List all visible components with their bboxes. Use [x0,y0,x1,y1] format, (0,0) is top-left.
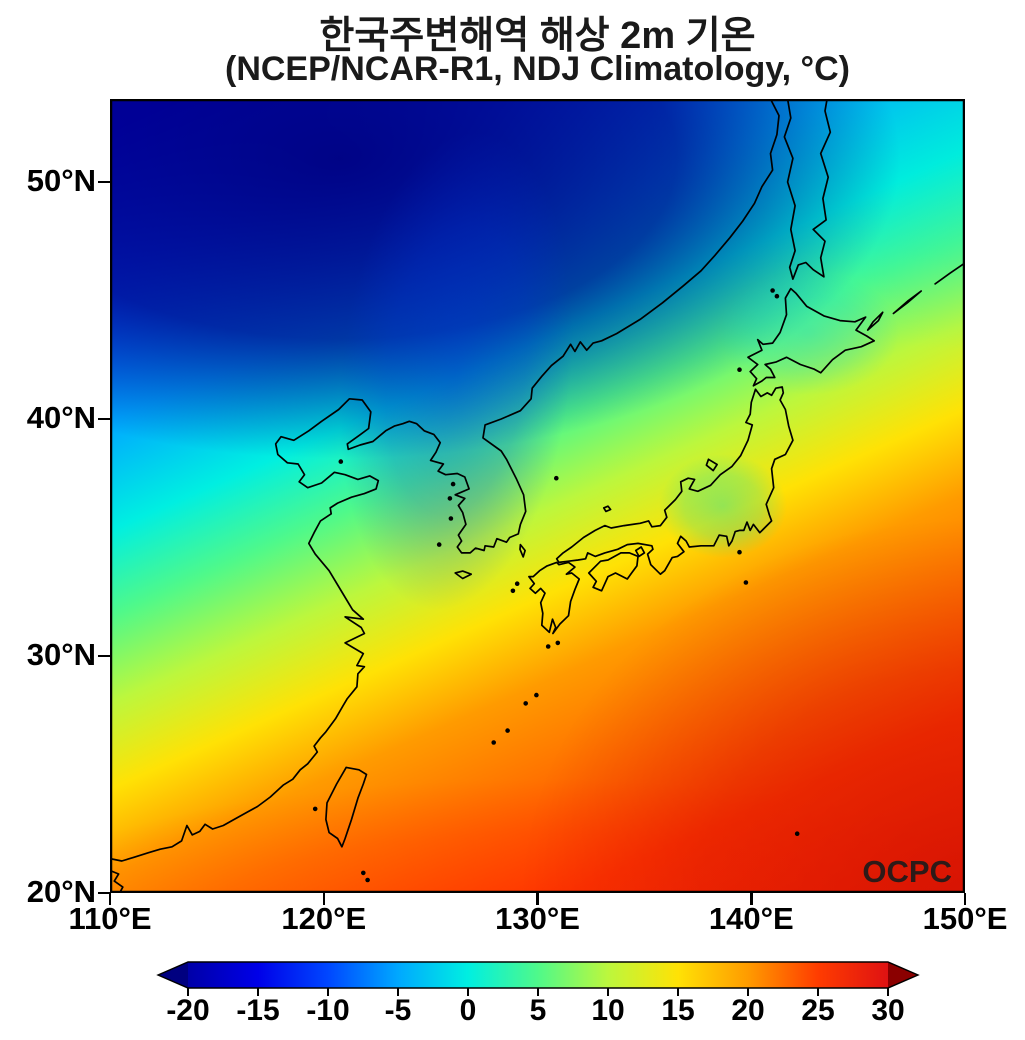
colorbar-tick-label-30: 30 [871,994,905,1027]
y-tick-mark [98,180,110,184]
island-dot [505,728,510,733]
y-tick-label-20: 20°N [26,874,96,909]
colorbar-under-arrow [158,962,188,988]
coastline [783,99,832,280]
x-tick-label-150: 150°E [922,901,1008,936]
watermark-label: OCPC [862,854,952,889]
coastline [555,386,794,576]
figure-title-line1: 한국주변해역 해상 2m 기온 [319,15,756,57]
island-dot [743,580,749,585]
colorbar [156,961,920,996]
x-tick-label-110: 110°E [68,901,152,936]
island-dot [312,806,318,812]
coastline [892,290,923,315]
field-overlay-kor [338,132,574,610]
island-dot [450,481,456,487]
colorbar-tick-label--10: -10 [306,994,350,1027]
x-tick-mark [750,893,753,905]
temperature-map-plot: OCPC [110,99,965,893]
map-border [110,99,965,893]
colorbar-over-arrow [888,962,918,988]
island-dot [774,293,780,299]
field-overlay-hok [719,271,899,395]
island-dot [737,367,742,373]
coastline [110,869,124,893]
x-tick-mark [536,893,539,905]
coastline [602,505,612,513]
figure-title-line2: (NCEP/NCAR-R1, NDJ Climatology, °C) [225,50,850,88]
island-dot [534,692,539,698]
colorbar-tick-label-5: 5 [529,994,547,1027]
island-dot [448,516,454,521]
coastline [110,99,780,862]
island-dot [491,740,497,745]
colorbar-tick-label-25: 25 [801,994,835,1027]
island-dot [447,496,453,501]
coastline [705,458,718,472]
field-overlay-hon [659,454,787,558]
coastline [747,287,876,387]
x-tick-label-120: 120°E [281,901,367,936]
coastline [866,311,884,331]
island-dot [510,588,516,594]
y-tick-label-50: 50°N [26,162,96,198]
island-dot [338,459,344,464]
y-tick-label-30: 30°N [26,636,96,672]
colorbar-tick-label--15: -15 [236,994,280,1027]
y-tick-mark [98,417,110,421]
x-tick-mark [963,893,967,905]
coastline [519,543,526,558]
island-dot [794,831,800,836]
x-tick-label-140: 140°E [708,901,794,936]
coastline [587,552,639,592]
colorbar-tick-label-20: 20 [731,994,765,1027]
x-tick-label-130: 130°E [495,901,580,936]
coastline [934,262,965,285]
island-dot [523,701,528,706]
island-dot [555,640,561,646]
island-dot [365,877,370,883]
island-dot [436,542,442,547]
coastline [325,766,368,848]
island-dot [737,549,742,555]
island-dot [545,644,551,649]
island-dot [361,870,366,876]
y-tick-label-40: 40°N [26,399,96,435]
colorbar-tick-label-15: 15 [661,994,695,1027]
island-dot [554,475,559,481]
coastline [454,570,473,580]
x-tick-mark [108,893,112,905]
colorbar-tick-label-10: 10 [591,994,625,1027]
field-overlay-sew [520,519,965,893]
island-dot [770,288,775,293]
colorbar-tick-label--5: -5 [384,994,412,1027]
y-tick-mark [98,891,110,895]
colorbar-tick-label--20: -20 [166,994,210,1027]
colorbar-tick-label-0: 0 [459,994,477,1027]
coastline [634,546,646,558]
x-tick-mark [322,893,325,905]
y-tick-mark [98,654,110,658]
coastline [528,561,581,635]
colorbar-gradient-bar [188,962,888,988]
island-dot [514,581,520,586]
